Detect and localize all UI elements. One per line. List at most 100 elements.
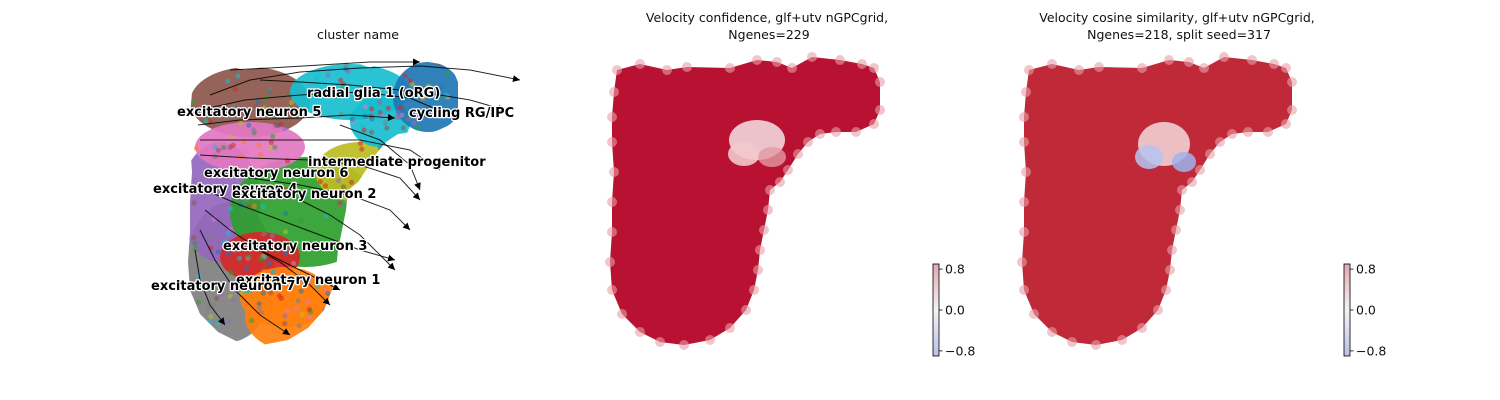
cell-point: [218, 291, 224, 298]
colorbar: 0.8 0.0 −0.8: [1343, 262, 1386, 358]
streamline-arrow: [332, 283, 340, 290]
edge-point: [1184, 57, 1194, 67]
cell-point: [314, 75, 320, 82]
cell-point: [195, 299, 201, 305]
cell-point: [288, 99, 295, 106]
cluster-label: excitatory neuron 2: [232, 187, 376, 202]
edge-point: [607, 112, 617, 122]
cell-point: [285, 308, 291, 314]
cell-point: [246, 122, 252, 128]
cell-point: [363, 98, 369, 104]
cell-point: [338, 111, 344, 117]
cell-point: [225, 78, 231, 84]
edge-point: [1281, 63, 1291, 73]
edge-point: [753, 265, 763, 275]
cell-point: [215, 249, 221, 255]
cell-point: [206, 304, 212, 310]
cell-point: [242, 288, 248, 294]
cell-point: [307, 335, 313, 341]
cell-point: [258, 309, 264, 315]
cluster-label: cycling RG/IPC: [409, 106, 514, 121]
panel-cluster-name: cluster name radial glia 1 (oRG) cycling …: [150, 27, 521, 345]
cell-point: [285, 110, 291, 116]
cell-point: [244, 249, 251, 255]
cell-point: [398, 105, 404, 111]
cell-point: [261, 105, 268, 111]
edge-point: [1281, 119, 1291, 129]
cell-point: [225, 230, 231, 236]
colorbar-tick-label: 0.0: [945, 303, 965, 318]
cell-point: [385, 190, 391, 196]
colorbar-tick-label: −0.8: [1356, 343, 1386, 358]
cluster-label: excitatory neuron 4: [153, 182, 297, 197]
velocity-streamlines: [194, 58, 521, 336]
cell-point: [282, 320, 288, 327]
edge-point: [763, 205, 773, 215]
streamline: [229, 61, 420, 71]
edge-point: [1029, 309, 1039, 319]
streamline-arrow: [387, 254, 395, 262]
panel2-title: Velocity confidence, glf+utv nGPCgrid, N…: [646, 10, 892, 42]
edge-point: [607, 137, 617, 147]
cell-point: [352, 206, 358, 212]
cell-point: [286, 245, 292, 252]
streamline: [259, 79, 506, 111]
cell-point: [234, 106, 240, 112]
edge-point: [787, 63, 797, 73]
cell-point: [262, 254, 268, 260]
cell-point: [300, 295, 307, 301]
edge-point: [1177, 185, 1187, 195]
cell-point: [221, 145, 227, 151]
edge-point: [1047, 327, 1057, 337]
cell-point: [273, 275, 279, 281]
cell-point: [357, 298, 363, 305]
cell-point: [349, 116, 355, 122]
cell-point: [207, 318, 213, 324]
cell-point: [280, 110, 286, 117]
streamline-arrow: [282, 328, 290, 335]
cell-point: [262, 261, 268, 268]
cell-point: [248, 318, 254, 324]
cell-point: [235, 241, 241, 247]
cell-point: [405, 116, 411, 122]
streamline: [209, 65, 521, 96]
edge-point: [1171, 225, 1181, 235]
cell-point: [282, 229, 289, 235]
cell-point: [321, 307, 328, 314]
low-value-region: [1204, 165, 1224, 189]
edge-point: [635, 327, 645, 337]
edge-point: [1215, 137, 1225, 147]
edge-point: [1067, 337, 1077, 347]
cell-point: [260, 290, 266, 296]
cell-point: [361, 127, 367, 133]
cell-point: [438, 84, 444, 90]
cell-point: [208, 313, 214, 319]
cell-point: [230, 142, 236, 148]
cell-point: [414, 115, 421, 121]
edge-point: [1021, 87, 1031, 97]
streamline: [204, 209, 341, 291]
edge-point: [851, 127, 861, 137]
cell-point: [346, 329, 353, 335]
edge-point: [1247, 55, 1257, 65]
edge-point: [803, 137, 813, 147]
cluster-label: excitatory neuron 3: [223, 239, 367, 254]
cell-point: [192, 240, 198, 246]
edge-point: [1164, 55, 1174, 65]
edge-point: [1137, 63, 1147, 73]
edge-point: [807, 52, 817, 62]
cell-point: [212, 154, 218, 160]
streamline-arrow: [512, 75, 520, 83]
edge-point: [783, 165, 793, 175]
cell-point: [307, 333, 313, 339]
embedding-area: [1022, 57, 1292, 345]
scatter-points: [181, 62, 458, 345]
cell-point: [251, 203, 257, 209]
panel2-title-line2: Ngenes=229: [728, 27, 809, 42]
streamline-arrow: [218, 317, 225, 325]
cell-point: [290, 260, 297, 266]
streamline: [199, 229, 291, 336]
low-value-region: [1172, 152, 1196, 172]
panel-cosine-similarity: Velocity cosine similarity, glf+utv nGPC…: [1017, 10, 1386, 358]
cell-point: [181, 220, 186, 225]
